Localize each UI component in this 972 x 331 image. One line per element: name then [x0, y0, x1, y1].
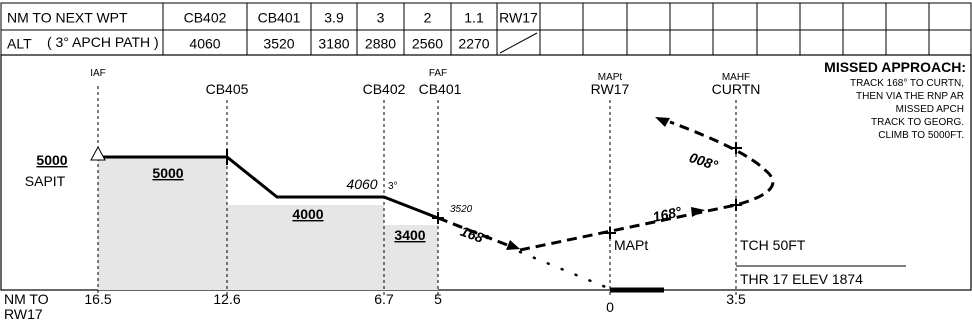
fix-name: CB402	[363, 81, 406, 97]
table-cell	[582, 2, 628, 31]
altitude: 3400	[394, 227, 425, 243]
table-text: 3180	[318, 36, 349, 52]
table-text: 3.9	[324, 10, 344, 26]
terrain-shading	[98, 158, 438, 290]
waypoint-table: NM TO NEXT WPT CB402 CB401 3.9 3 2 1.1 RW17 ALT 4…	[0, 2, 972, 56]
table-cell	[582, 29, 628, 56]
table-cell	[928, 29, 972, 56]
table-text: 3520	[263, 36, 294, 52]
table-cell	[669, 2, 714, 31]
table-cell	[928, 2, 972, 31]
missed-line: THEN VIA THE RNP AR	[856, 91, 964, 102]
mapt-label: MAPt	[614, 237, 648, 253]
altitude: 4000	[292, 206, 323, 222]
distance-tick: 12.6	[213, 291, 240, 307]
table-cell	[669, 29, 714, 56]
table-cell	[756, 2, 801, 31]
altitude: 3520	[450, 204, 473, 215]
fix-role: MAHF	[722, 72, 750, 83]
distance-tick: 5	[434, 291, 442, 307]
table-text: 2560	[412, 36, 443, 52]
missed-line: MISSED APCH	[896, 104, 964, 115]
table-cell	[539, 29, 584, 56]
table-cell	[799, 29, 844, 56]
labels: IAF CB405 CB402 FAF CB401 MAPt RW17 MAHF…	[4, 59, 966, 322]
tch: TCH 50FT	[740, 237, 806, 253]
fix-name: RW17	[591, 81, 630, 97]
table-cell	[842, 29, 887, 56]
missed-line: TRACK TO GEORG.	[871, 117, 964, 128]
fix-role: MAPt	[598, 72, 623, 83]
distance-tick: 6.7	[374, 291, 394, 307]
iaf-triangle	[90, 145, 106, 161]
table-cell	[799, 2, 844, 31]
axis-label: NM TO	[4, 291, 49, 307]
table-cell	[842, 2, 887, 31]
table-text: 2	[424, 10, 432, 26]
approach-path	[98, 155, 439, 220]
profile-frame	[0, 54, 972, 291]
table-text: 2880	[365, 36, 396, 52]
slash	[499, 32, 538, 54]
visual-segment	[518, 250, 610, 290]
table-cell	[885, 29, 930, 56]
table-cell	[712, 29, 758, 56]
fix-name: CB405	[206, 81, 249, 97]
fix-role: IAF	[90, 68, 106, 79]
course: 008°	[687, 149, 720, 173]
altitude: 4060	[346, 176, 377, 192]
glide-angle: 3°	[388, 181, 398, 192]
table-cell	[539, 2, 584, 31]
alt-note: ( 3° APCH PATH )	[47, 34, 159, 50]
course: 168°	[458, 223, 491, 248]
table-text: 1.1	[464, 10, 484, 26]
table-cell	[626, 29, 671, 56]
table-cell	[712, 2, 758, 31]
table-cell	[626, 2, 671, 31]
course: 168°	[651, 203, 683, 225]
table-text: 2270	[458, 36, 489, 52]
missed-line: TRACK 168° TO CURTN,	[850, 78, 964, 89]
altitude: 5000	[152, 165, 183, 181]
arrow	[655, 117, 670, 127]
threshold: THR 17 ELEV 1874	[740, 271, 863, 287]
fix-name: SAPIT	[25, 173, 66, 189]
axis-label: RW17	[4, 306, 43, 322]
distance-tick: 3.5	[726, 291, 746, 307]
distance-tick: 0	[606, 299, 614, 315]
altitude: 5000	[36, 152, 67, 168]
fix-name: CURTN	[712, 81, 761, 97]
table-text: CB402	[184, 10, 227, 26]
fix-role: FAF	[429, 68, 447, 79]
missed-line: CLIMB TO 5000FT.	[878, 130, 964, 141]
arrow	[506, 240, 520, 250]
table-text: ALT	[7, 36, 32, 52]
table-cell	[756, 29, 801, 56]
table-text: 4060	[189, 36, 220, 52]
table-text: CB401	[258, 10, 301, 26]
distance-tick: 16.5	[84, 291, 111, 307]
table-cell	[885, 2, 930, 31]
table-text: RW17	[499, 10, 538, 26]
missed-title: MISSED APPROACH:	[824, 59, 966, 75]
table-text: 3	[377, 10, 385, 26]
arrow	[691, 207, 705, 217]
missed-path	[437, 120, 775, 252]
table-text: NM TO NEXT WPT	[7, 10, 128, 26]
fix-name: CB401	[419, 81, 462, 97]
